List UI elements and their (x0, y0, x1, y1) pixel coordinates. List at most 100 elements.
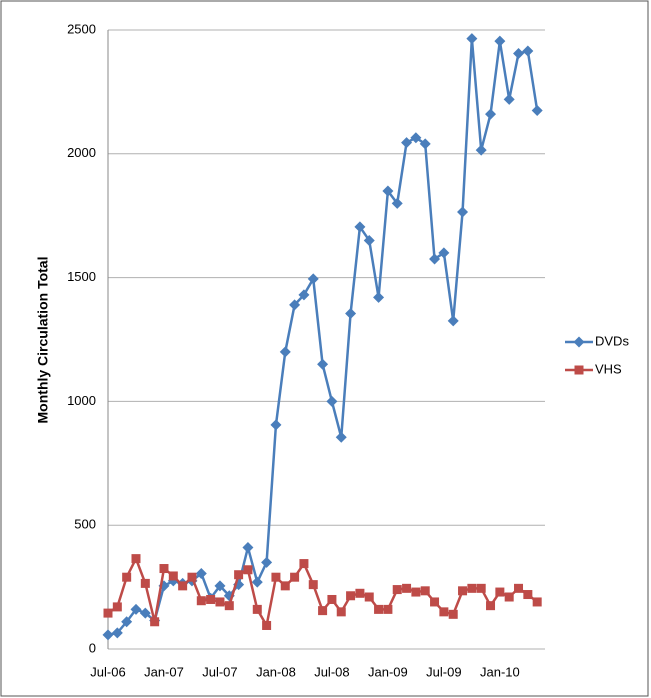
data-point (411, 587, 421, 597)
data-point (307, 273, 319, 285)
data-point (373, 291, 385, 303)
data-point (354, 221, 366, 233)
data-point (327, 594, 337, 604)
data-point (513, 48, 525, 60)
data-point (150, 617, 160, 627)
data-point (139, 607, 151, 619)
data-point (195, 567, 207, 579)
data-point (573, 336, 585, 348)
data-point (419, 138, 431, 150)
data-point (514, 583, 524, 593)
data-point (392, 585, 402, 595)
data-point (504, 592, 514, 602)
data-point (289, 299, 301, 311)
data-point (308, 580, 318, 590)
data-point (429, 253, 441, 265)
data-point (112, 602, 122, 612)
x-tick-label: Jan-09 (368, 664, 408, 679)
x-tick-label: Jan-08 (256, 664, 296, 679)
y-tick-label: 2000 (67, 145, 96, 160)
data-point (234, 570, 244, 580)
data-point (503, 93, 515, 105)
data-point (522, 45, 534, 57)
data-point (523, 590, 533, 600)
data-point (410, 132, 422, 144)
data-point (420, 586, 430, 596)
data-point (382, 185, 394, 197)
data-point (262, 620, 272, 630)
data-point (111, 627, 123, 639)
data-point (476, 583, 486, 593)
data-point (346, 591, 356, 601)
data-point (438, 247, 450, 259)
data-point (252, 604, 262, 614)
data-point (430, 597, 440, 607)
x-tick-label: Jul-08 (314, 664, 349, 679)
data-point (214, 580, 226, 592)
y-tick-label: 0 (89, 640, 96, 655)
data-point (196, 596, 206, 606)
data-point (206, 594, 216, 604)
data-point (345, 308, 357, 320)
x-tick-label: Jan-07 (144, 664, 184, 679)
data-point (140, 578, 150, 588)
data-point (280, 581, 290, 591)
data-point (290, 572, 300, 582)
data-point (261, 556, 273, 568)
data-point (495, 587, 505, 597)
data-point (299, 559, 309, 569)
data-point (242, 541, 254, 553)
data-point (475, 144, 487, 156)
data-point (168, 571, 178, 581)
data-point (486, 601, 496, 611)
data-point (391, 197, 403, 209)
data-point (130, 603, 142, 615)
x-tick-label: Jan-10 (480, 664, 520, 679)
data-point (326, 395, 338, 407)
data-point (159, 564, 169, 574)
data-point (448, 609, 458, 619)
data-point (279, 346, 291, 358)
legend-label: DVDs (595, 333, 629, 348)
data-point (298, 289, 310, 301)
data-point (187, 572, 197, 582)
data-point (383, 604, 393, 614)
legend-label: VHS (595, 361, 622, 376)
y-tick-label: 2500 (67, 21, 96, 36)
data-point (121, 616, 133, 628)
data-point (270, 419, 282, 431)
data-point (103, 608, 113, 618)
data-point (364, 592, 374, 602)
data-point (317, 358, 329, 370)
x-tick-label: Jul-07 (202, 664, 237, 679)
data-point (355, 588, 365, 598)
data-point (243, 565, 253, 575)
data-point (439, 607, 449, 617)
data-point (466, 33, 478, 45)
data-point (102, 629, 114, 641)
data-point (215, 597, 225, 607)
data-point (574, 365, 584, 375)
data-point (458, 586, 468, 596)
y-tick-label: 500 (74, 517, 96, 532)
data-point (363, 234, 375, 246)
data-point (531, 104, 543, 116)
data-point (336, 607, 346, 617)
data-point (494, 35, 506, 47)
data-point (401, 137, 413, 149)
data-point (402, 583, 412, 593)
y-axis-title: Monthly Circulation Total (35, 257, 51, 424)
data-point (485, 108, 497, 120)
data-point (457, 206, 469, 218)
data-point (447, 315, 459, 327)
data-point (271, 572, 281, 582)
data-point (224, 601, 234, 611)
data-point (178, 581, 188, 591)
data-point (532, 597, 542, 607)
y-tick-label: 1500 (67, 269, 96, 284)
data-point (251, 576, 263, 588)
data-point (374, 604, 384, 614)
